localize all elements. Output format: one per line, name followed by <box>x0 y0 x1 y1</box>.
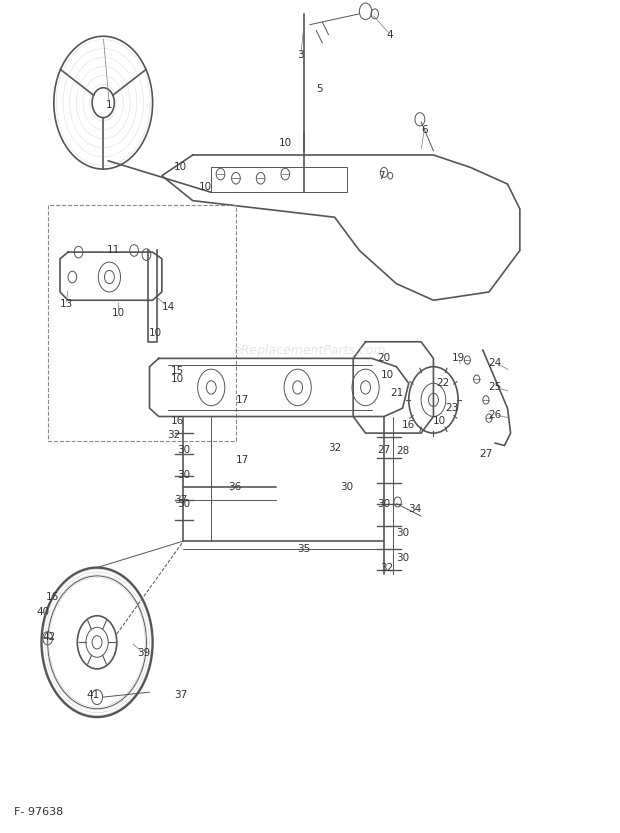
Text: 30: 30 <box>177 445 190 455</box>
Text: 32: 32 <box>167 430 181 440</box>
Text: 24: 24 <box>489 357 502 367</box>
Text: 10: 10 <box>198 182 211 192</box>
Text: 4: 4 <box>387 30 394 40</box>
Text: 10: 10 <box>381 370 394 380</box>
Text: 5: 5 <box>316 83 322 93</box>
Text: 16: 16 <box>402 420 415 430</box>
Text: 41: 41 <box>86 690 99 700</box>
Text: 10: 10 <box>170 374 184 384</box>
Text: 27: 27 <box>378 445 391 455</box>
Text: 21: 21 <box>390 388 403 398</box>
Text: 19: 19 <box>451 353 465 363</box>
Text: 11: 11 <box>107 246 120 256</box>
Text: 34: 34 <box>409 505 422 515</box>
Text: 32: 32 <box>328 443 342 453</box>
Text: 30: 30 <box>396 552 409 562</box>
Text: 7: 7 <box>378 171 384 181</box>
Text: 6: 6 <box>421 125 428 135</box>
Text: 30: 30 <box>396 528 409 538</box>
Text: 35: 35 <box>297 544 311 554</box>
Text: 16: 16 <box>45 592 59 602</box>
Text: 10: 10 <box>112 307 125 317</box>
Text: 26: 26 <box>489 410 502 420</box>
Text: 10: 10 <box>149 328 162 338</box>
Text: 40: 40 <box>37 606 50 616</box>
Text: 10: 10 <box>279 137 292 147</box>
Text: 30: 30 <box>340 482 353 492</box>
Text: 3: 3 <box>298 50 304 60</box>
Text: 10: 10 <box>433 416 446 426</box>
Text: F- 97638: F- 97638 <box>14 806 63 816</box>
Text: 25: 25 <box>489 382 502 392</box>
Text: 17: 17 <box>236 395 249 405</box>
Text: 42: 42 <box>43 631 56 641</box>
Text: 16: 16 <box>170 416 184 426</box>
Text: 30: 30 <box>177 499 190 509</box>
Text: 37: 37 <box>174 495 187 505</box>
Text: 1: 1 <box>106 100 113 110</box>
Text: 13: 13 <box>60 299 73 309</box>
Text: 14: 14 <box>161 302 175 312</box>
Text: 20: 20 <box>378 353 391 363</box>
Text: 22: 22 <box>436 378 449 388</box>
Text: 10: 10 <box>174 162 187 172</box>
Text: 39: 39 <box>137 648 150 658</box>
Text: 30: 30 <box>378 499 391 509</box>
Text: 27: 27 <box>479 449 492 459</box>
Text: 37: 37 <box>174 690 187 700</box>
Text: 32: 32 <box>381 562 394 572</box>
Text: 15: 15 <box>170 366 184 376</box>
Text: 36: 36 <box>228 482 241 492</box>
Text: 23: 23 <box>445 403 459 413</box>
Text: 30: 30 <box>177 470 190 480</box>
Text: eReplacementParts.com: eReplacementParts.com <box>234 343 386 357</box>
Text: 17: 17 <box>236 455 249 465</box>
Text: 28: 28 <box>396 446 409 456</box>
